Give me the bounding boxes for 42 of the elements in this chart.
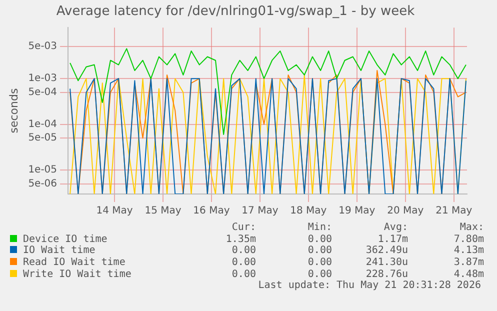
text: 241.30u	[364, 257, 408, 269]
text: 0.00	[306, 245, 332, 258]
x-tick-label: 18 May	[290, 206, 327, 217]
legend-label: Device IO time	[22, 234, 108, 245]
y-tick-label: 5e-06	[28, 178, 58, 190]
x-tick-label: 16 May	[193, 206, 230, 217]
x-tick-label: 17 May	[242, 206, 278, 217]
text: 0.00	[230, 268, 256, 281]
text: Max:	[458, 222, 484, 234]
text: 3.87m	[452, 257, 484, 269]
chart-title: Average latency for /dev/nlring01-vg/swap_1 - by week	[56, 4, 416, 20]
y-tick-label: 1e-04	[28, 118, 58, 130]
text: 362.49u	[364, 245, 408, 258]
y-tick-label: 1e-03	[28, 73, 58, 84]
y-axis-title: seconds	[7, 88, 20, 134]
legend-label: Read IO Wait time	[22, 257, 126, 269]
text: 0.00	[306, 268, 332, 280]
y-tick-label: 5e-05	[28, 132, 58, 144]
text: 7.80m	[452, 234, 484, 246]
text: 0.00	[230, 245, 256, 258]
text: 1.35m	[224, 234, 256, 246]
text: 0.00	[306, 257, 332, 269]
text: Cur:	[230, 222, 256, 234]
x-tick-label: 19 May	[338, 206, 376, 217]
x-tick-label: 15 May	[144, 206, 182, 217]
text: 1.17m	[376, 234, 408, 246]
text: Last update: Thu May 21 20:31:28 2026	[258, 280, 481, 291]
text: 4.13m	[452, 245, 484, 258]
legend-label: Write IO Wait time	[22, 268, 132, 281]
y-tick-label: 1e-05	[28, 164, 58, 176]
legend-label: IO Wait time	[22, 245, 96, 257]
text: Min:	[306, 222, 332, 234]
y-tick-label: 5e-04	[28, 86, 58, 98]
y-tick-label: 5e-03	[28, 41, 58, 52]
text: 228.76u	[364, 268, 408, 280]
text: 0.00	[306, 234, 332, 246]
x-tick-label: 20 May	[387, 206, 424, 217]
text: Avg:	[382, 222, 408, 234]
text: 0.00	[230, 257, 256, 269]
x-tick-label: 21 May	[436, 206, 472, 217]
x-tick-label: 14 May	[96, 206, 133, 217]
text: 4.48m	[452, 268, 484, 280]
